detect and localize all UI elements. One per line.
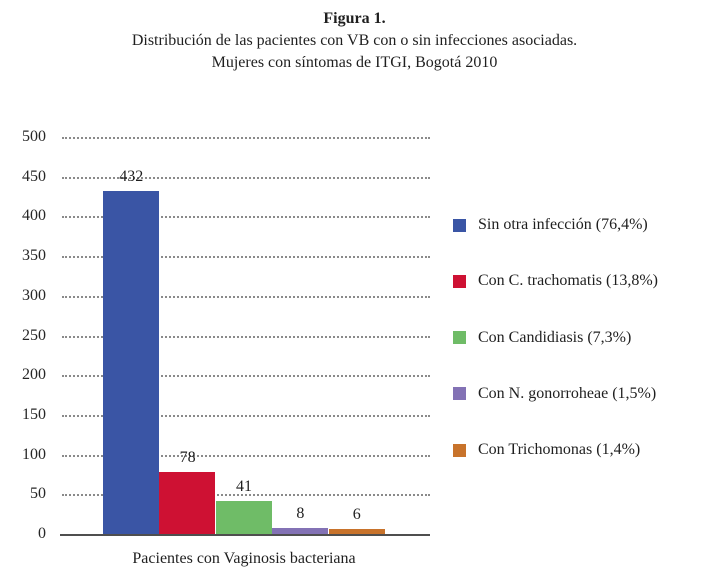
grid-line — [62, 335, 430, 338]
legend-label: Con Trichomonas (1,4%) — [478, 441, 641, 459]
legend-label: Con Candidiasis (7,3%) — [478, 328, 632, 346]
grid-line — [62, 216, 430, 219]
legend-item: Con Candidiasis (7,3%) — [453, 328, 631, 348]
bar-value-label: 8 — [296, 504, 305, 522]
figure-title-line-1: Distribución de las pacientes con VB con… — [131, 32, 578, 49]
grid-line — [62, 454, 430, 457]
legend-label: Con N. gonorroheae (1,5%) — [478, 384, 657, 402]
y-tick-label: 400 — [22, 207, 46, 225]
figure-caption: Figura 1. Distribución de las pacientes … — [0, 8, 709, 74]
legend-item: Con N. gonorroheae (1,5%) — [453, 384, 656, 404]
legend-swatch-icon — [453, 274, 466, 288]
y-tick-label: 300 — [22, 286, 46, 304]
grid-line — [62, 295, 430, 298]
legend-swatch-icon — [453, 331, 466, 345]
figure-title-line-2: Mujeres con síntomas de ITGI, Bogotá 201… — [211, 54, 498, 71]
y-tick-label: 0 — [38, 525, 46, 542]
y-tick-label: 200 — [22, 366, 46, 384]
grid-line — [62, 375, 430, 378]
legend-swatch-icon — [453, 218, 466, 232]
bar-con-c-trachomatis — [159, 472, 216, 534]
bar-con-candidiasis — [215, 501, 272, 534]
bar-con-n-gonorroheae — [272, 527, 329, 534]
bar-value-label: 6 — [352, 506, 361, 524]
legend-label: Sin otra infección (76,4%) — [478, 216, 648, 233]
y-tick-label: 500 — [22, 128, 46, 145]
grid-line — [62, 494, 430, 497]
y-tick-label: 350 — [22, 247, 46, 265]
bar-value-label: 432 — [119, 167, 144, 185]
legend-swatch-icon — [453, 443, 466, 457]
y-tick-label: 150 — [22, 405, 46, 423]
y-tick-label: 450 — [22, 167, 46, 185]
y-tick-label: 50 — [30, 485, 46, 503]
grid-line — [62, 256, 430, 259]
figure-number: Figura 1. — [323, 10, 386, 27]
y-tick-label: 250 — [22, 326, 46, 344]
y-tick-label: 100 — [22, 445, 46, 463]
grid-line — [62, 137, 430, 139]
legend-swatch-icon — [453, 387, 466, 401]
bar-value-label: 78 — [179, 449, 196, 467]
legend-item: Sin otra infección (76,4%) — [453, 215, 648, 235]
x-axis-title: Pacientes con Vaginosis bacteriana — [132, 550, 356, 567]
legend-label: Con C. trachomatis (13,8%) — [478, 272, 658, 290]
bar-value-label: 41 — [235, 478, 252, 496]
legend-item: Con C. trachomatis (13,8%) — [453, 271, 658, 291]
legend-item: Con Trichomonas (1,4%) — [453, 440, 640, 460]
bar-sin-otra-infecci-n — [103, 190, 159, 534]
x-axis-line — [60, 534, 430, 536]
bar-con-trichomonas — [328, 529, 385, 534]
grid-line — [62, 414, 430, 417]
grid-line — [62, 176, 430, 179]
